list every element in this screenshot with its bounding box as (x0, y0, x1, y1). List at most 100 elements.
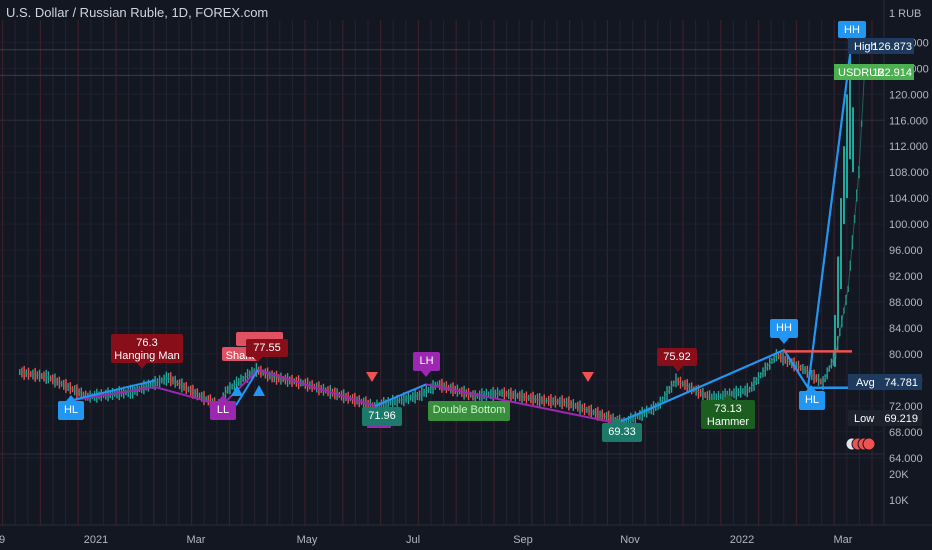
zigzag-blue (616, 39, 854, 425)
y-tick-label: 108.000 (889, 167, 929, 179)
grid-band (2, 20, 4, 525)
zigzag-label-pointer (218, 395, 228, 401)
grid-band (14, 20, 16, 525)
grid-band (52, 20, 54, 525)
grid-band (581, 20, 583, 525)
high-tag-box (848, 38, 914, 54)
x-tick-label: Sep (513, 534, 533, 546)
label-pointer (723, 394, 733, 400)
x-tick-label: 9 (0, 534, 5, 546)
price-tag-box (834, 64, 914, 80)
low-tag-box (848, 410, 922, 426)
zigzag-label-hl: HL (805, 394, 819, 406)
grid-band (291, 20, 293, 525)
price-label-low: 71.96 (368, 410, 396, 422)
grid-band (506, 20, 508, 525)
zigzag-label-hh: HH (844, 24, 860, 36)
grid-band (569, 20, 571, 525)
grid-band (543, 20, 545, 525)
pattern-label-hanging-man: 76.3 (136, 337, 157, 349)
grid-band (153, 20, 155, 525)
grid-band (695, 20, 697, 525)
grid-band (329, 20, 331, 525)
price-tag-value: 122.914 (872, 67, 912, 79)
y-tick-label: 80.000 (889, 349, 923, 361)
grid-band (65, 20, 67, 525)
y-tick-label: 72.000 (889, 401, 923, 413)
grid-band (165, 20, 167, 525)
grid-band (707, 20, 709, 525)
grid-band (102, 20, 104, 525)
price-tag-label: USDRUB (838, 67, 884, 79)
avg-tag-box (848, 374, 922, 390)
x-tick-label: Mar (187, 534, 206, 546)
x-tick-label: Nov (620, 534, 640, 546)
grid-band (443, 20, 445, 525)
y-tick-label: 100.000 (889, 219, 929, 231)
y-tick-label: 88.000 (889, 297, 923, 309)
y-tick-label: 116.000 (889, 115, 928, 127)
zigzag-blue (374, 383, 427, 408)
buy-signal-icon (253, 385, 265, 396)
zigzag-label-hh-box (838, 21, 866, 38)
grid-band (380, 20, 382, 525)
grid-band (266, 20, 268, 525)
low-tag-label: Low (854, 413, 874, 425)
x-tick-label: 2022 (730, 534, 754, 546)
grid-band (27, 20, 29, 525)
grid-band (808, 20, 810, 525)
grid-band (720, 20, 722, 525)
grid-band (203, 20, 205, 525)
grid-band (594, 20, 596, 525)
grid-band (77, 20, 79, 525)
x-tick-label: Mar (834, 534, 853, 546)
price-label-high: 75.92 (663, 351, 691, 363)
zigzag-label-pointer (806, 385, 816, 391)
buy-signal-icon (231, 385, 243, 396)
zigzag-label-ll-box (210, 401, 236, 420)
avg-tag-value: 74.781 (884, 377, 918, 389)
pattern-label-hammer: 73.13 (714, 403, 742, 415)
zigzag-underline (367, 426, 391, 428)
zigzag-label-lh-box (413, 352, 440, 371)
grid-band (115, 20, 117, 525)
grid-band (191, 20, 193, 525)
price-label-low-box (602, 423, 642, 442)
zigzag-label-pointer (66, 395, 76, 401)
sell-signal-icon (582, 372, 594, 382)
zigzag-label-ll: LL (217, 404, 229, 416)
grid-band (342, 20, 344, 525)
grid-band (367, 20, 369, 525)
grid-band (39, 20, 41, 525)
grid-band (846, 20, 848, 525)
event-flag-icon (862, 437, 876, 451)
y-tick-label: 96.000 (889, 245, 923, 257)
pattern-label-double-bottom: Double Bottom (433, 404, 506, 416)
pattern-label-double-bottom-box (428, 401, 510, 421)
low-tag-value: 69.219 (884, 413, 918, 425)
zigzag-blue (69, 379, 156, 402)
grid-band (392, 20, 394, 525)
grid-band (758, 20, 760, 525)
grid-band (531, 20, 533, 525)
price-label-high: 77.55 (253, 342, 281, 354)
grid-band (216, 20, 218, 525)
y-tick-label: 112.000 (889, 141, 928, 153)
grid-band (140, 20, 142, 525)
label-pointer (612, 417, 622, 423)
y-tick-label: 92.000 (889, 271, 923, 283)
x-tick-label: 2021 (84, 534, 108, 546)
zigzag-label-hl-box (58, 401, 84, 420)
high-tag-label: High (854, 41, 877, 53)
grid-band (279, 20, 281, 525)
grid-band (304, 20, 306, 525)
grid-band (657, 20, 659, 525)
grid-band (871, 20, 873, 525)
label-pointer (137, 363, 147, 369)
grid-band (518, 20, 520, 525)
grid-band (317, 20, 319, 525)
grid-band (682, 20, 684, 525)
